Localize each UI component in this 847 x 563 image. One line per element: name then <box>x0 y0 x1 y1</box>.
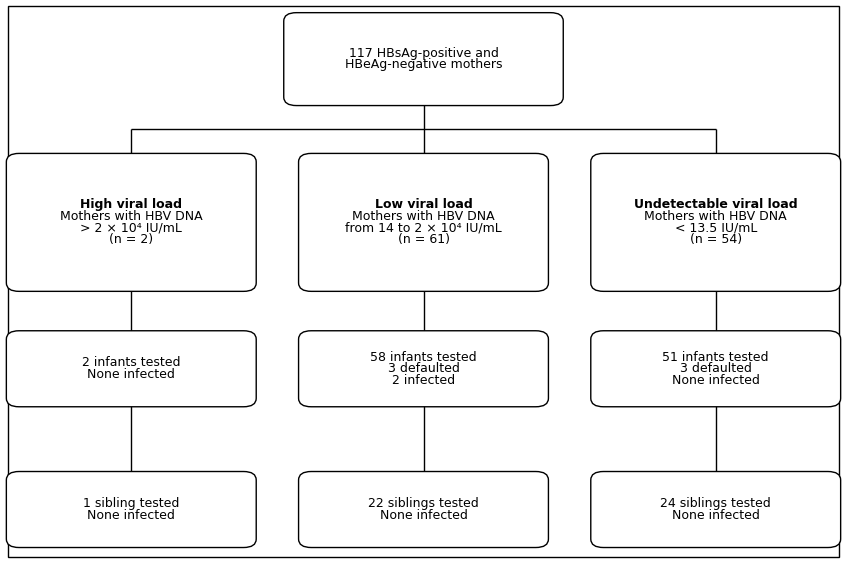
FancyBboxPatch shape <box>298 153 549 292</box>
Text: 3 defaulted: 3 defaulted <box>388 362 459 376</box>
FancyBboxPatch shape <box>6 331 257 406</box>
Text: Mothers with HBV DNA: Mothers with HBV DNA <box>645 210 787 223</box>
Text: None infected: None infected <box>87 509 175 522</box>
Text: from 14 to 2 × 10⁴ IU/mL: from 14 to 2 × 10⁴ IU/mL <box>345 222 502 235</box>
FancyBboxPatch shape <box>591 331 840 406</box>
Text: None infected: None infected <box>379 509 468 522</box>
Text: 1 sibling tested: 1 sibling tested <box>83 497 180 510</box>
FancyBboxPatch shape <box>591 153 840 292</box>
FancyBboxPatch shape <box>284 12 563 106</box>
Text: Undetectable viral load: Undetectable viral load <box>634 198 798 211</box>
Text: High viral load: High viral load <box>80 198 182 211</box>
FancyBboxPatch shape <box>6 153 257 292</box>
FancyBboxPatch shape <box>8 6 839 557</box>
Text: 22 siblings tested: 22 siblings tested <box>368 497 479 510</box>
Text: 2 infected: 2 infected <box>392 374 455 387</box>
Text: Low viral load: Low viral load <box>374 198 473 211</box>
Text: (n = 54): (n = 54) <box>689 234 742 247</box>
Text: (n = 2): (n = 2) <box>109 234 153 247</box>
Text: Mothers with HBV DNA: Mothers with HBV DNA <box>352 210 495 223</box>
FancyBboxPatch shape <box>591 472 840 547</box>
Text: 117 HBsAg-positive and: 117 HBsAg-positive and <box>349 47 498 60</box>
Text: 24 siblings tested: 24 siblings tested <box>661 497 771 510</box>
Text: 58 infants tested: 58 infants tested <box>370 351 477 364</box>
FancyBboxPatch shape <box>6 472 257 547</box>
Text: None infected: None infected <box>672 374 760 387</box>
Text: Mothers with HBV DNA: Mothers with HBV DNA <box>60 210 202 223</box>
FancyBboxPatch shape <box>298 331 549 406</box>
FancyBboxPatch shape <box>298 472 549 547</box>
Text: < 13.5 IU/mL: < 13.5 IU/mL <box>674 222 757 235</box>
Text: 51 infants tested: 51 infants tested <box>662 351 769 364</box>
Text: HBeAg-negative mothers: HBeAg-negative mothers <box>345 59 502 72</box>
Text: None infected: None infected <box>87 368 175 381</box>
Text: 3 defaulted: 3 defaulted <box>680 362 751 376</box>
Text: 2 infants tested: 2 infants tested <box>82 356 180 369</box>
Text: (n = 61): (n = 61) <box>397 234 450 247</box>
Text: None infected: None infected <box>672 509 760 522</box>
Text: > 2 × 10⁴ IU/mL: > 2 × 10⁴ IU/mL <box>80 222 182 235</box>
